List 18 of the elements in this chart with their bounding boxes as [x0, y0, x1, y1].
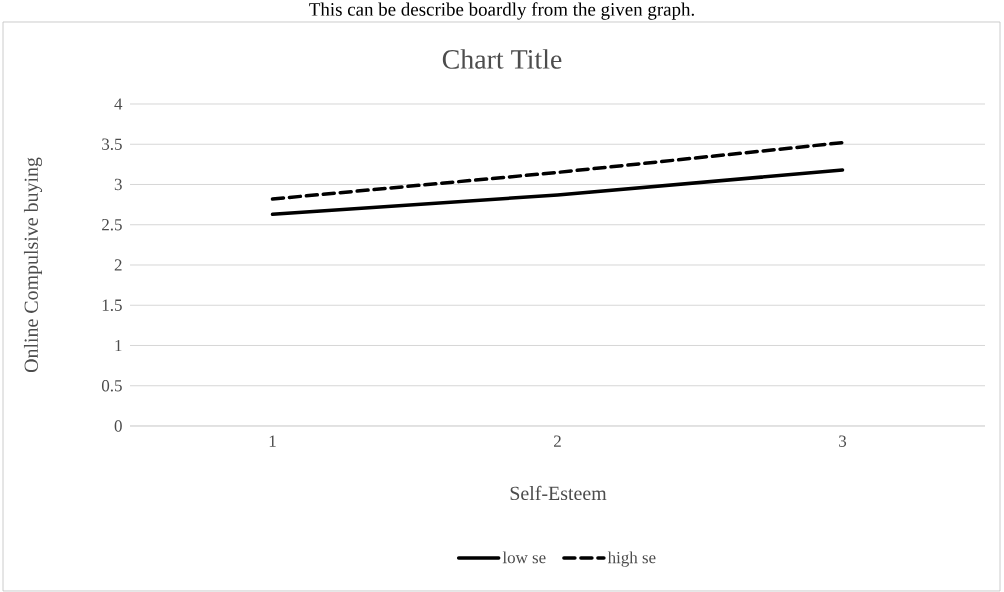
y-tick-label: 3.5 — [102, 138, 122, 150]
x-axis-title: Self-Esteem — [510, 485, 607, 501]
y-tick-label: 0.5 — [101, 379, 122, 392]
y-tick-label: 1 — [115, 339, 122, 352]
legend-label: high se — [607, 551, 656, 567]
legend-label: low se — [502, 551, 546, 564]
y-tick-label: 2 — [114, 259, 122, 271]
y-tick-label: 4 — [114, 98, 123, 110]
y-tick-label: 1.5 — [102, 299, 122, 311]
x-tick-label: 2 — [554, 435, 561, 447]
x-tick-label: 1 — [269, 435, 276, 447]
text: This can be describe boardly from the given graph. — [309, 2, 694, 20]
y-tick-label: 0 — [114, 420, 122, 432]
y-axis-title: Online Compulsive buying — [23, 157, 43, 373]
x-tick-label: 3 — [839, 435, 847, 447]
y-tick-label: 3 — [114, 178, 122, 191]
y-tick-label: 2.5 — [102, 219, 122, 231]
chart-title: Chart Title — [442, 49, 562, 69]
